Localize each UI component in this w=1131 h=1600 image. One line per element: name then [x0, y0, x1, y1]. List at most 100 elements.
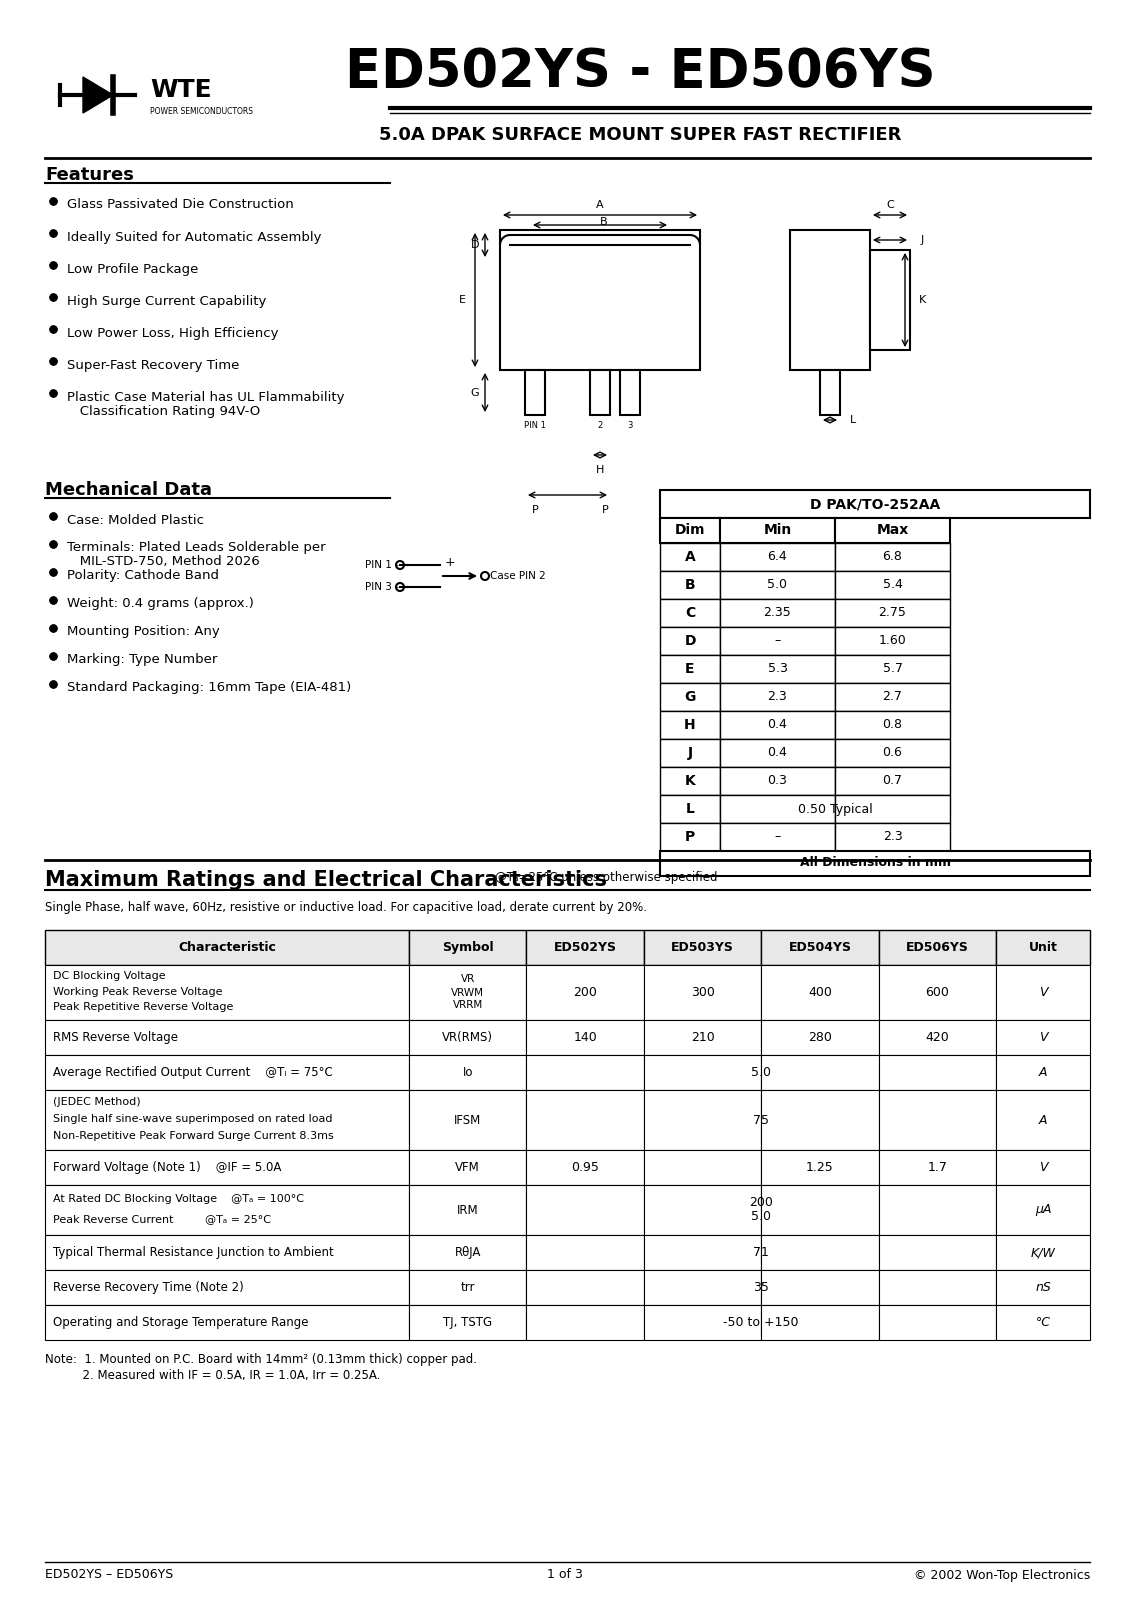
Bar — [661, 739, 720, 766]
Text: 75: 75 — [753, 1114, 769, 1126]
Bar — [720, 542, 835, 571]
Text: 6.8: 6.8 — [882, 550, 903, 563]
Bar — [720, 766, 835, 795]
Text: VFM: VFM — [456, 1162, 480, 1174]
Bar — [526, 965, 644, 1021]
Bar — [409, 930, 526, 965]
Bar — [644, 1306, 761, 1341]
Text: PIN 3 -: PIN 3 - — [365, 582, 399, 592]
Text: 420: 420 — [925, 1030, 949, 1043]
Text: A: A — [1038, 1066, 1047, 1078]
Text: B: B — [684, 578, 696, 592]
Bar — [996, 930, 1090, 965]
Text: C: C — [886, 200, 893, 210]
Bar — [761, 965, 879, 1021]
Text: -50 to +150: -50 to +150 — [724, 1315, 798, 1330]
Text: Mounting Position: Any: Mounting Position: Any — [67, 626, 219, 638]
Bar — [620, 370, 640, 414]
Text: Glass Passivated Die Construction: Glass Passivated Die Construction — [67, 198, 294, 211]
Text: 280: 280 — [808, 1030, 832, 1043]
Text: RMS Reverse Voltage: RMS Reverse Voltage — [53, 1030, 178, 1043]
Text: Min: Min — [763, 523, 792, 538]
Text: Features: Features — [45, 166, 133, 184]
Bar — [720, 739, 835, 766]
Text: 0.95: 0.95 — [571, 1162, 599, 1174]
Text: All Dimensions in mm: All Dimensions in mm — [800, 856, 950, 869]
Text: H: H — [684, 718, 696, 733]
Text: High Surge Current Capability: High Surge Current Capability — [67, 294, 267, 307]
Text: 400: 400 — [808, 986, 832, 998]
Text: ED504YS: ED504YS — [788, 941, 852, 954]
Text: 2: 2 — [597, 421, 603, 429]
Text: Io: Io — [463, 1066, 473, 1078]
Bar — [879, 965, 996, 1021]
Bar — [996, 1150, 1090, 1186]
Text: 210: 210 — [691, 1030, 715, 1043]
Text: E: E — [685, 662, 694, 675]
Bar — [879, 1021, 996, 1054]
Text: G: G — [470, 387, 480, 397]
Bar — [835, 822, 950, 851]
Bar — [45, 1021, 409, 1054]
Bar — [835, 654, 950, 683]
Text: (JEDEC Method): (JEDEC Method) — [53, 1098, 140, 1107]
Text: VR: VR — [460, 974, 475, 984]
Bar — [761, 1090, 879, 1150]
Bar — [820, 370, 840, 414]
Bar — [835, 710, 950, 739]
Bar — [720, 627, 835, 654]
Text: –: – — [775, 635, 780, 648]
Bar — [661, 627, 720, 654]
Text: L: L — [851, 414, 856, 426]
Bar — [761, 1270, 879, 1306]
Bar — [720, 683, 835, 710]
Text: K: K — [918, 294, 925, 306]
Bar — [835, 683, 950, 710]
Text: TJ, TSTG: TJ, TSTG — [443, 1315, 492, 1330]
Bar — [761, 1021, 879, 1054]
Bar — [996, 1270, 1090, 1306]
Bar — [409, 965, 526, 1021]
Bar — [409, 1054, 526, 1090]
Text: D PAK/TO-252AA: D PAK/TO-252AA — [810, 498, 940, 510]
Bar — [879, 1090, 996, 1150]
Bar — [996, 1186, 1090, 1235]
Bar — [789, 230, 870, 370]
Bar — [661, 654, 720, 683]
Text: 300: 300 — [691, 986, 715, 998]
Bar — [870, 250, 910, 350]
Text: Super-Fast Recovery Time: Super-Fast Recovery Time — [67, 358, 240, 371]
Bar — [644, 930, 761, 965]
Text: Dim: Dim — [675, 523, 706, 538]
Text: Non-Repetitive Peak Forward Surge Current 8.3ms: Non-Repetitive Peak Forward Surge Curren… — [53, 1131, 334, 1141]
Text: Typical Thermal Resistance Junction to Ambient: Typical Thermal Resistance Junction to A… — [53, 1246, 334, 1259]
Text: © 2002 Won-Top Electronics: © 2002 Won-Top Electronics — [914, 1568, 1090, 1581]
Text: Reverse Recovery Time (Note 2): Reverse Recovery Time (Note 2) — [53, 1282, 244, 1294]
Text: Average Rectified Output Current    @Tₗ = 75°C: Average Rectified Output Current @Tₗ = 7… — [53, 1066, 333, 1078]
Text: D: D — [470, 240, 480, 250]
Text: Single Phase, half wave, 60Hz, resistive or inductive load. For capacitive load,: Single Phase, half wave, 60Hz, resistive… — [45, 901, 647, 915]
Bar — [45, 1090, 409, 1150]
Text: Peak Reverse Current         @Tₐ = 25°C: Peak Reverse Current @Tₐ = 25°C — [53, 1214, 271, 1224]
Bar — [661, 542, 720, 571]
Text: 1.60: 1.60 — [879, 635, 906, 648]
Text: Low Power Loss, High Efficiency: Low Power Loss, High Efficiency — [67, 326, 278, 339]
Text: P: P — [532, 506, 538, 515]
Bar — [879, 1270, 996, 1306]
Bar — [661, 683, 720, 710]
Text: J: J — [688, 746, 692, 760]
Text: 0.4: 0.4 — [768, 718, 787, 731]
Text: E: E — [458, 294, 466, 306]
Bar — [500, 230, 700, 370]
Text: ED502YS – ED506YS: ED502YS – ED506YS — [45, 1568, 173, 1581]
Bar — [644, 965, 761, 1021]
Text: Mechanical Data: Mechanical Data — [45, 482, 211, 499]
Text: Forward Voltage (Note 1)    @IF = 5.0A: Forward Voltage (Note 1) @IF = 5.0A — [53, 1162, 282, 1174]
Text: °C: °C — [1036, 1315, 1051, 1330]
Bar — [761, 1054, 879, 1090]
Text: Unit: Unit — [1028, 941, 1057, 954]
Bar — [761, 1235, 879, 1270]
Text: B: B — [601, 218, 607, 227]
Text: IRM: IRM — [457, 1203, 478, 1216]
Text: Single half sine-wave superimposed on rated load: Single half sine-wave superimposed on ra… — [53, 1114, 333, 1125]
